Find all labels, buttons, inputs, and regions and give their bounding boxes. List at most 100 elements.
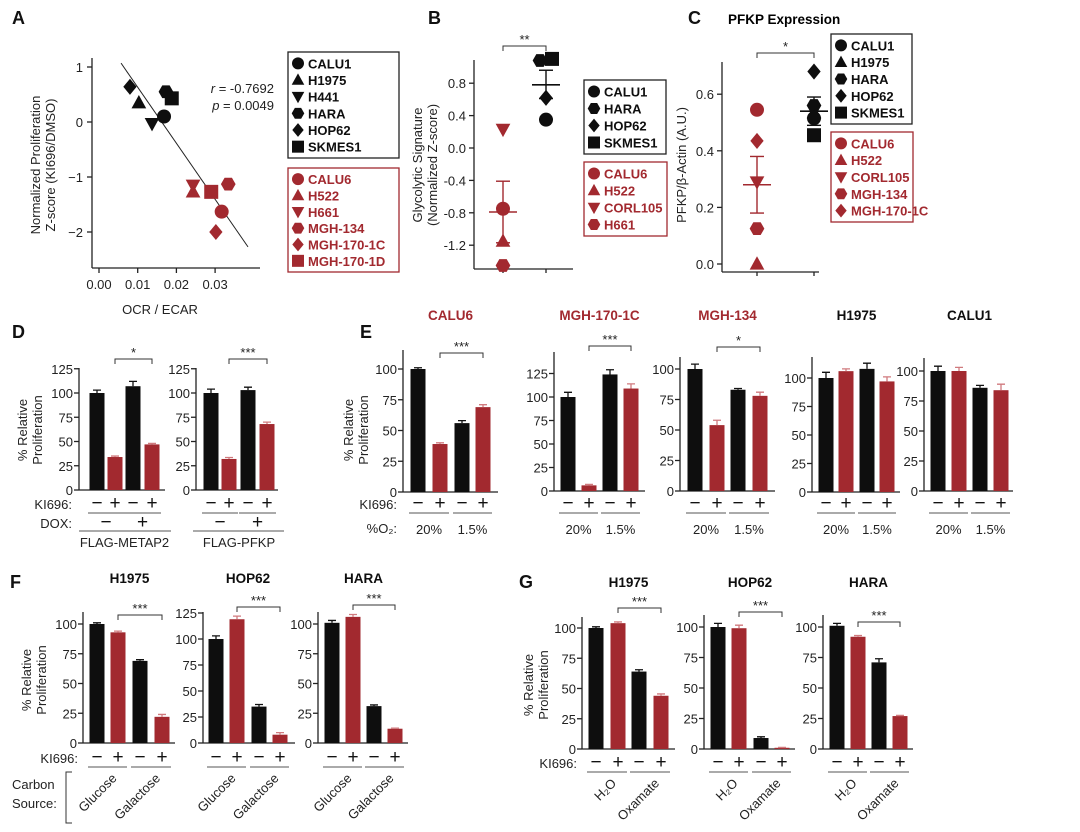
y-tick-label: 50 (534, 437, 548, 452)
ki696-sign: + (612, 752, 623, 773)
significance-bracket (502, 45, 547, 51)
group-label: Galactose (345, 771, 397, 823)
error-bar (735, 624, 743, 629)
group-label: Galactose (111, 771, 163, 823)
r-value: r = -0.7692 (211, 81, 274, 96)
significance-label: *** (632, 594, 647, 609)
panel-letter-B: B (428, 8, 441, 28)
data-point-MGH-170-1C (750, 132, 764, 149)
group-label: Galactose (230, 771, 282, 823)
circle-legend-icon (292, 57, 304, 70)
group-label: Oxamate (736, 776, 784, 824)
significance-label: * (131, 345, 136, 360)
error-bar (244, 386, 252, 391)
group-label: 1.5% (976, 522, 1006, 537)
group-label: H₂O (832, 776, 860, 804)
y-axis-label: % Relative (341, 399, 356, 461)
group-label: Oxamate (854, 776, 902, 824)
error-bar (129, 380, 137, 387)
chart-title: H1975 (110, 571, 150, 586)
bar (859, 368, 875, 492)
ki696-sign: − (91, 493, 102, 514)
ki696-row-label: KI696: (359, 497, 397, 512)
bar (208, 639, 224, 743)
ki696-row-label: KI696: (34, 497, 72, 512)
significance-label: *** (240, 345, 255, 360)
y-tick-label: 0.4 (448, 109, 466, 124)
x-tick-label: 0.02 (164, 277, 189, 292)
ki696-sign: + (261, 493, 272, 514)
legend-label: H441 (308, 90, 339, 105)
legend-label: H522 (604, 184, 635, 199)
data-point-MGH-134 (220, 177, 236, 191)
y-tick-label: 50 (660, 423, 674, 438)
group-label: Oxamate (614, 776, 662, 824)
bar (752, 395, 768, 491)
chart-title: HOP62 (728, 575, 772, 590)
x-tick-label: 0.01 (125, 277, 150, 292)
y-tick-label: 75 (183, 658, 197, 673)
error-bar (276, 731, 284, 735)
legend-box (287, 167, 400, 273)
significance-bracket (857, 621, 901, 627)
carbon-source-label: Carbon (12, 777, 55, 792)
ki696-sign: − (210, 747, 221, 768)
triangle-legend-icon (834, 55, 848, 67)
hexagon-legend-icon (834, 73, 848, 85)
circle-legend-icon (292, 173, 304, 186)
o2-row-label: %O₂: (367, 521, 397, 536)
y-tick-label: 50 (59, 435, 73, 450)
triangle-legend-icon (834, 153, 848, 165)
y-tick-label: 25 (660, 454, 674, 469)
data-point-H441 (144, 118, 160, 132)
group-label: 1.5% (734, 522, 764, 537)
down-triangle-legend-icon (291, 91, 305, 104)
p-value: p = 0.0049 (211, 98, 274, 113)
error-bar (212, 635, 220, 639)
y-tick-label: 1 (76, 60, 83, 75)
legend-label: HARA (851, 72, 889, 87)
error-bar (370, 704, 378, 707)
legend-label: HARA (604, 102, 642, 117)
bar (366, 706, 382, 743)
data-point-MGH-170-1D (204, 184, 219, 199)
legend-label: HOP62 (604, 119, 647, 134)
group-label: H₂O (591, 776, 619, 804)
bar (879, 381, 895, 492)
ki696-sign: + (953, 493, 964, 514)
error-bar (328, 619, 336, 623)
ki696-sign: + (156, 747, 167, 768)
y-tick-label: 50 (792, 428, 806, 443)
bar (89, 393, 105, 490)
error-bar (136, 659, 144, 661)
dox-sign: + (137, 512, 148, 533)
ki696-sign: + (389, 747, 400, 768)
y-tick-label: 0.6 (696, 87, 714, 102)
y-tick-label: 0.2 (696, 200, 714, 215)
ki696-sign: − (873, 752, 884, 773)
ki696-sign: + (146, 493, 157, 514)
bar (560, 397, 576, 491)
carbon-source-label: Source: (12, 796, 57, 811)
error-bar (691, 363, 699, 369)
ki696-sign: + (881, 493, 892, 514)
x-tick-label: 0.03 (202, 277, 227, 292)
panel-letter-E: E (360, 322, 372, 342)
diamond-legend-icon (835, 88, 847, 103)
ki696-sign: − (689, 493, 700, 514)
ki696-sign: − (134, 747, 145, 768)
r-label: r (211, 81, 216, 96)
significance-label: * (783, 39, 788, 54)
bar (710, 627, 726, 749)
ki696-sign: + (754, 493, 765, 514)
error-bar (635, 669, 643, 672)
x-axis-label: OCR / ECAR (122, 302, 198, 317)
error-bar (148, 442, 156, 445)
y-tick-label: 0 (911, 484, 918, 499)
error-bar (93, 622, 101, 624)
error-bar (714, 622, 722, 627)
y-tick-label: 0 (569, 742, 576, 757)
y-tick-label: 75 (63, 647, 77, 662)
triangle-legend-icon (291, 188, 305, 201)
